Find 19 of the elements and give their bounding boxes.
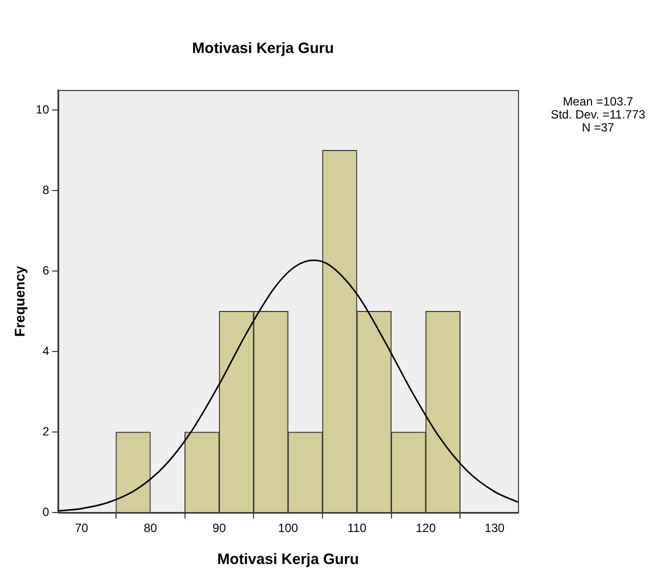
x-tick-label: 70: [74, 521, 89, 536]
y-tick-label: 10: [36, 102, 50, 116]
y-tick-label: 8: [42, 182, 50, 197]
x-tick-label: 90: [212, 521, 226, 536]
text: Std. Dev. =11.773: [550, 107, 646, 122]
text: N =37: [582, 120, 614, 134]
x-tick-label: 110: [347, 521, 367, 536]
x-tick-label: 130: [484, 521, 505, 536]
y-tick-label: 6: [42, 263, 50, 278]
y-tick-label: 2: [42, 424, 50, 438]
text: Mean =103.7: [562, 94, 634, 108]
chart-title: Motivasi Kerja Guru: [192, 40, 334, 58]
y-axis-title: Frequency: [11, 266, 28, 337]
x-axis-title: Motivasi Kerja Guru: [217, 551, 359, 568]
y-tick-label: 0: [42, 504, 50, 519]
x-tick-label: 80: [144, 521, 158, 536]
x-tick-label: 120: [416, 521, 436, 536]
x-tick-label: 100: [278, 521, 298, 536]
y-tick-label: 4: [42, 344, 50, 358]
